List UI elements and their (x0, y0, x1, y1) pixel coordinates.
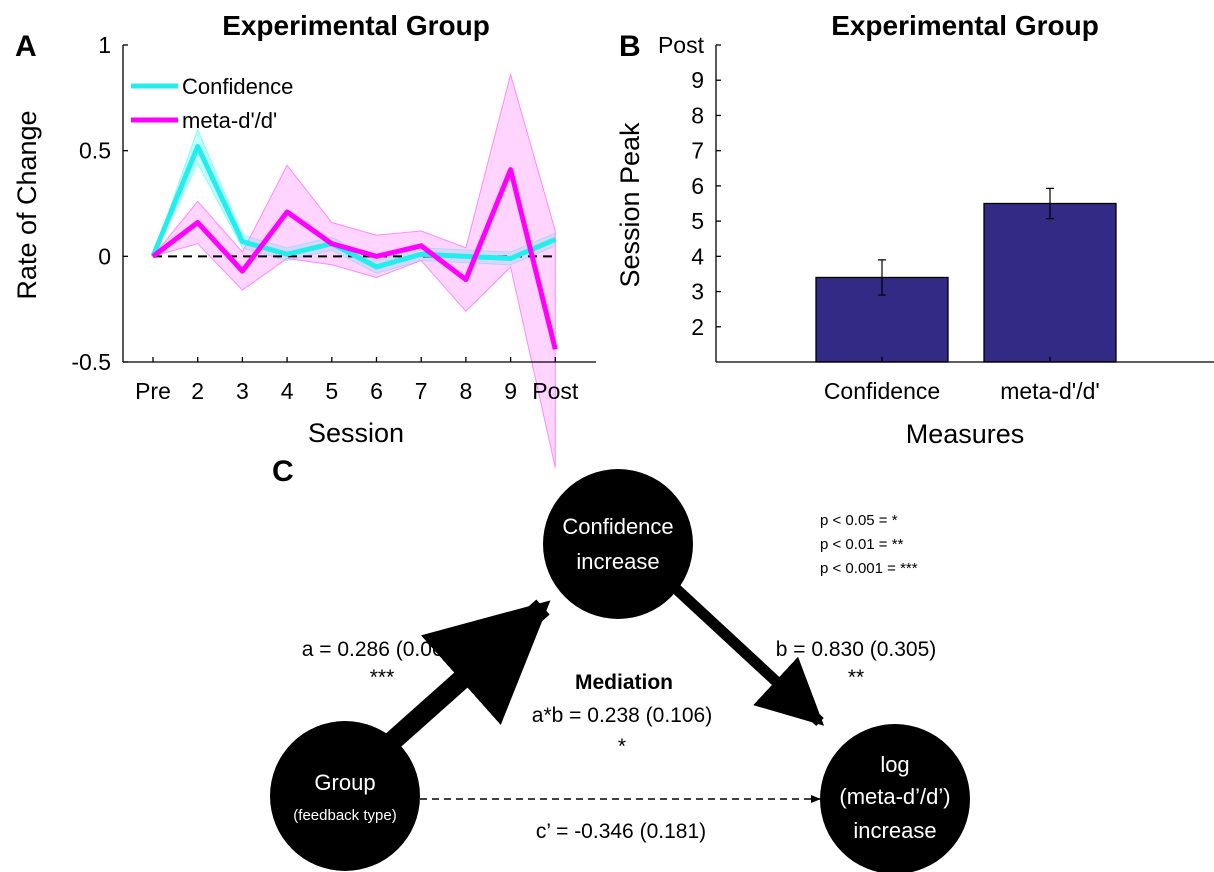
panel-a-xtick-label: Pre (135, 378, 171, 404)
panel-a: A Experimental Group -0.5 0 0.5 1 Pre 2 3 4 5 6 7 8… (12, 10, 596, 468)
panel-a-xlabel: Session (308, 418, 404, 448)
panel-a-ytick-label: 0 (98, 243, 111, 269)
panel-a-xtick-label: 7 (415, 378, 428, 404)
panel-a-ylabel: Rate of Change (12, 110, 42, 299)
panel-a-letter: A (15, 30, 37, 63)
panel-a-legend: Confidence meta-d'/d' (131, 74, 293, 133)
panel-a-xtick-label: 6 (370, 378, 383, 404)
outcome-node: log (meta-d’/d’) increase (820, 724, 970, 872)
significance-legend-line2: p < 0.01 = ** (820, 536, 904, 553)
mediator-label-line1: Confidence (562, 514, 673, 539)
confidence-legend-label: Confidence (182, 74, 293, 99)
panel-a-xtick-label: 9 (504, 378, 517, 404)
path-b-arrow (668, 580, 825, 727)
panel-b-ytick-label: Post (658, 32, 705, 58)
panel-a-xtick-label: 2 (191, 378, 204, 404)
meta-d-d-error-bar (1046, 187, 1054, 220)
panel-b-ytick-label: 4 (691, 243, 704, 269)
panel-a-ytick-label: -0.5 (71, 349, 111, 375)
panel-a-xtick-label: Post (532, 378, 579, 404)
panel-b-ytick-label: 5 (691, 208, 704, 234)
path-b-label: b = 0.830 (0.305) (776, 638, 937, 661)
panel-b-title: Experimental Group (831, 10, 1099, 41)
panel-b-axes: 2 3 4 5 6 7 8 9 Post Confidence meta-d'/d' (658, 32, 1214, 404)
panel-a-xtick-label: 3 (236, 378, 249, 404)
confidence-line (150, 143, 557, 270)
significance-legend-line3: p < 0.001 = *** (820, 560, 918, 577)
confidence-error-bar (878, 259, 886, 296)
panel-b-bars (815, 187, 1117, 363)
predictor-node: Group (feedback type) (270, 721, 420, 871)
panel-a-ytick-label: 1 (98, 32, 111, 58)
panel-b-ylabel: Session Peak (615, 122, 645, 288)
outcome-label-line3: increase (853, 818, 936, 843)
outcome-label-line2: (meta-d’/d’) (839, 784, 950, 809)
panel-a-xtick-label: 5 (325, 378, 338, 404)
panel-a-xtick-label: 8 (460, 378, 473, 404)
panel-b-ytick-label: 6 (691, 173, 704, 199)
panel-a-bands (151, 72, 556, 468)
outcome-label-line1: log (880, 752, 909, 777)
meta-d-d-bar (983, 202, 1117, 363)
panel-a-title: Experimental Group (222, 10, 490, 41)
panel-b-ytick-label: 2 (691, 314, 704, 340)
mediation-title: Mediation (575, 671, 673, 694)
mediation-value: a*b = 0.238 (0.106) (532, 704, 712, 727)
panel-b-ytick-label: 9 (691, 67, 704, 93)
mediation-significance: * (618, 735, 626, 758)
panel-a-axes: -0.5 0 0.5 1 Pre 2 3 4 5 6 7 8 9 Post (71, 32, 596, 404)
meta-d-d-legend-label: meta-d'/d' (182, 108, 277, 133)
panel-c: C Confidence increase Group (feedback ty… (270, 455, 970, 872)
path-a-significance: *** (370, 666, 395, 689)
meta-d-d-ci-band (151, 72, 556, 468)
path-b-significance: ** (848, 666, 864, 689)
path-c-prime-label: c’ = -0.346 (0.181) (536, 820, 706, 843)
significance-legend-line1: p < 0.05 = * (820, 512, 898, 529)
panel-b-xtick-label: Confidence (824, 378, 940, 404)
meta-d-d-line (151, 167, 558, 350)
predictor-label-line2: (feedback type) (293, 807, 396, 824)
mediator-node: Confidence increase (543, 469, 693, 619)
panel-b-letter: B (619, 30, 641, 63)
predictor-label-line1: Group (314, 770, 375, 795)
panel-a-series-lines (150, 143, 558, 350)
panel-b-xtick-label: meta-d'/d' (1000, 378, 1100, 404)
panel-b-ytick-label: 8 (691, 102, 704, 128)
panel-b: B Experimental Group 2 3 4 5 6 7 8 9 Post Confide… (615, 10, 1214, 449)
panel-b-ytick-label: 7 (691, 138, 704, 164)
panel-b-xlabel: Measures (906, 419, 1025, 449)
panel-c-letter: C (272, 455, 294, 488)
panel-b-ytick-label: 3 (691, 279, 704, 305)
mediator-label-line2: increase (576, 549, 659, 574)
panel-a-ytick-label: 0.5 (79, 138, 111, 164)
path-a-arrow (381, 599, 551, 753)
panel-a-xtick-label: 4 (281, 378, 294, 404)
path-a-label: a = 0.286 (0.068) (302, 638, 463, 661)
